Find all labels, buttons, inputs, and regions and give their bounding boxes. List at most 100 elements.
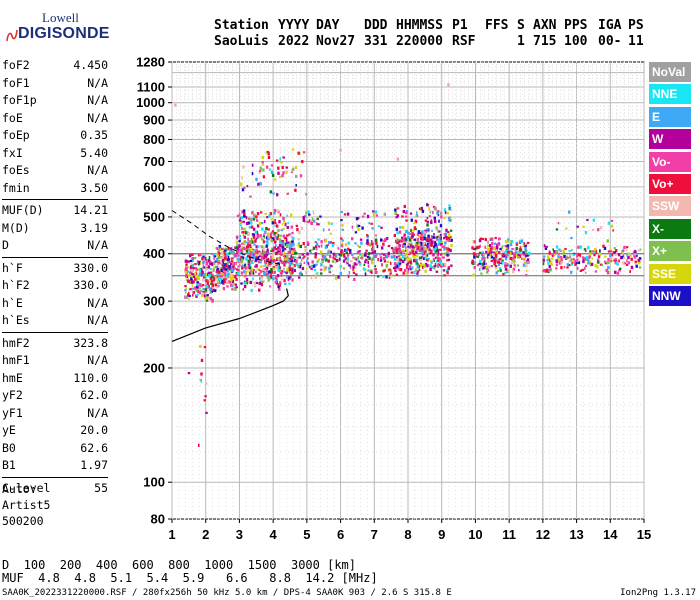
echo-point bbox=[421, 209, 425, 213]
echo-point bbox=[303, 215, 307, 219]
echo-point bbox=[493, 251, 496, 254]
echo-point bbox=[385, 264, 388, 268]
echo-point bbox=[438, 257, 441, 260]
echo-point bbox=[265, 227, 268, 231]
echo-point bbox=[284, 237, 288, 241]
echo-point bbox=[317, 258, 320, 261]
echo-point bbox=[306, 252, 309, 256]
echo-point bbox=[528, 254, 530, 257]
echo-point bbox=[205, 265, 208, 268]
echo-point bbox=[424, 219, 428, 222]
echo-point bbox=[358, 250, 361, 253]
x-tick-label: 12 bbox=[536, 527, 550, 542]
echo-point bbox=[242, 246, 246, 250]
echo-point bbox=[560, 266, 563, 270]
echo-point bbox=[291, 231, 294, 235]
echo-point bbox=[423, 231, 427, 234]
echo-point bbox=[266, 236, 269, 240]
echo-point bbox=[368, 243, 372, 247]
echo-point bbox=[365, 249, 368, 252]
echo-point bbox=[371, 227, 374, 230]
echo-point bbox=[291, 240, 294, 244]
echo-point bbox=[498, 251, 501, 254]
echo-point bbox=[390, 269, 392, 273]
echo-point bbox=[630, 254, 632, 257]
echo-point bbox=[276, 193, 279, 197]
echo-point bbox=[590, 262, 594, 266]
echo-point bbox=[249, 280, 253, 284]
echo-point bbox=[255, 219, 259, 222]
echo-point bbox=[326, 253, 329, 256]
echo-point bbox=[393, 233, 396, 238]
echo-point bbox=[184, 270, 188, 274]
echo-point bbox=[198, 261, 201, 265]
echo-point bbox=[216, 280, 220, 283]
echo-point bbox=[320, 244, 323, 248]
echo-point bbox=[547, 268, 550, 272]
echo-point bbox=[438, 260, 442, 264]
echo-point bbox=[221, 251, 224, 255]
x-tick-label: 14 bbox=[603, 527, 618, 542]
echo-point bbox=[503, 255, 506, 258]
echo-point bbox=[593, 251, 596, 254]
echo-point bbox=[412, 255, 415, 258]
echo-point bbox=[295, 252, 298, 255]
echo-point bbox=[432, 211, 434, 215]
echo-point bbox=[249, 195, 252, 198]
param-row: foF2 4.450 bbox=[2, 58, 108, 76]
echo-point bbox=[220, 275, 223, 278]
echo-point bbox=[256, 245, 260, 248]
echo-point bbox=[289, 275, 292, 278]
echo-point bbox=[356, 250, 360, 254]
echo-point bbox=[521, 257, 523, 260]
echo-point bbox=[235, 277, 238, 281]
param-row: h`Es N/A bbox=[2, 313, 108, 331]
echo-point bbox=[447, 217, 451, 222]
echo-point bbox=[587, 258, 590, 261]
echo-point bbox=[502, 272, 505, 276]
echo-point bbox=[588, 254, 592, 258]
y-tick-label: 500 bbox=[143, 209, 165, 224]
echo-point bbox=[542, 258, 545, 262]
echo-point bbox=[267, 278, 270, 282]
echo-point bbox=[430, 238, 433, 242]
legend-item: Vo+ bbox=[649, 173, 691, 194]
echo-point bbox=[226, 285, 229, 288]
echo-point bbox=[447, 268, 450, 271]
echo-point bbox=[520, 239, 524, 243]
echo-point bbox=[402, 210, 405, 214]
echo-point bbox=[448, 239, 451, 242]
echo-point bbox=[195, 268, 198, 271]
echo-point bbox=[259, 261, 262, 264]
echo-point bbox=[187, 260, 191, 263]
echo-point bbox=[551, 257, 554, 260]
echo-point bbox=[223, 268, 226, 271]
echo-point bbox=[266, 263, 269, 267]
echo-point bbox=[316, 260, 319, 263]
echo-point bbox=[405, 272, 408, 275]
echo-point bbox=[236, 249, 239, 254]
echo-point bbox=[273, 212, 276, 215]
echo-point bbox=[257, 233, 259, 236]
echo-point bbox=[410, 242, 413, 245]
echo-point bbox=[396, 231, 399, 235]
echo-point bbox=[508, 242, 511, 245]
echo-point bbox=[422, 250, 426, 253]
echo-point bbox=[412, 259, 416, 263]
echo-point bbox=[245, 257, 248, 261]
echo-point bbox=[494, 265, 498, 268]
echo-point bbox=[290, 225, 293, 229]
echo-point bbox=[592, 218, 595, 222]
echo-point bbox=[214, 283, 218, 287]
echo-point bbox=[266, 240, 269, 243]
echo-point bbox=[228, 275, 232, 279]
echo-point bbox=[389, 272, 392, 275]
echo-point bbox=[254, 250, 257, 254]
echo-point bbox=[433, 216, 436, 220]
echo-point bbox=[283, 278, 286, 283]
echo-point bbox=[370, 258, 374, 262]
echo-point bbox=[261, 155, 265, 160]
echo-point bbox=[271, 230, 275, 233]
echo-point bbox=[242, 220, 245, 223]
param-value: 55 bbox=[94, 480, 108, 495]
